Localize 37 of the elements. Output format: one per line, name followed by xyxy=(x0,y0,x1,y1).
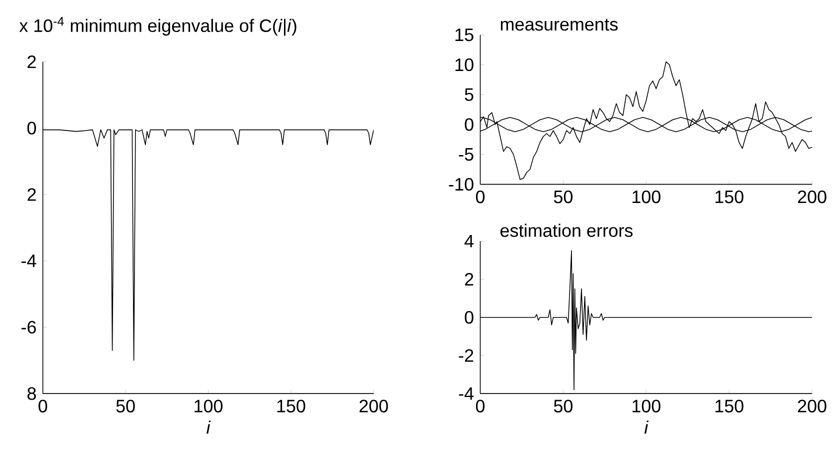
y-tick-label: -6 xyxy=(22,320,36,334)
x-tick-label: 100 xyxy=(632,190,660,204)
y-tick-label: 0 xyxy=(464,310,474,324)
x-tick-label: 200 xyxy=(360,400,388,412)
x-axis-title: i xyxy=(206,420,211,434)
y-tick-label: -4 xyxy=(458,387,474,400)
x-tick-label: 100 xyxy=(194,400,223,412)
y-tick-label: 10 xyxy=(456,58,474,71)
x-tick-label: 50 xyxy=(554,400,572,412)
y-tick-label: 0 xyxy=(464,118,474,131)
x-tick-label: 200 xyxy=(798,400,826,412)
y-tick-label: 5 xyxy=(464,88,474,101)
chart-title: x 10$^{-4}$ minimum eigenvalue of C(i|i) xyxy=(19,16,296,36)
y-tick-label: -4 xyxy=(22,254,36,267)
x-tick-label: 0 xyxy=(38,400,48,412)
y-tick-label: 2 xyxy=(465,272,474,286)
x-axis-title: i xyxy=(644,420,649,434)
y-tick-label: 2 xyxy=(28,55,36,68)
x-tick-label: 100 xyxy=(632,400,660,412)
y-tick-label: 15 xyxy=(456,28,474,41)
x-tick-label: 50 xyxy=(554,190,572,204)
x-tick-label: 0 xyxy=(476,190,485,204)
y-tick-label: 8 xyxy=(27,387,36,400)
x-tick-label: 0 xyxy=(476,400,485,412)
x-tick-label: 150 xyxy=(716,190,744,204)
y-tick-label: 2 xyxy=(28,188,36,201)
y-tick-label: -2 xyxy=(458,349,474,362)
x-tick-label: 150 xyxy=(277,400,306,412)
x-tick-label: 150 xyxy=(716,400,744,412)
y-tick-label: -10 xyxy=(448,178,474,190)
y-tick-label: 4 xyxy=(464,234,474,248)
chart-title: estimation errors xyxy=(500,224,633,237)
y-tick-label: 0 xyxy=(27,122,36,134)
x-tick-label: 50 xyxy=(116,400,135,412)
chart-title: measurements xyxy=(500,18,618,31)
y-tick-label: -5 xyxy=(458,148,474,161)
x-tick-label: 200 xyxy=(798,190,826,204)
